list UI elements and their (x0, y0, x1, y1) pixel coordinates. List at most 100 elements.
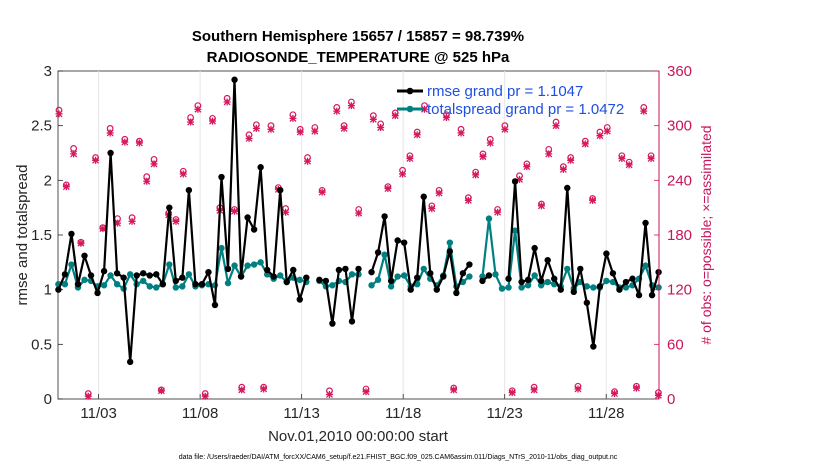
rmse-point (374, 249, 382, 256)
rmse-point (609, 270, 617, 277)
totalspread-point (277, 272, 284, 279)
rmse-point (133, 272, 140, 279)
obs-assimilated-point (611, 390, 619, 398)
obs-assimilated-point (362, 388, 370, 396)
obs-assimilated-point (179, 170, 187, 178)
rmse-point (113, 270, 121, 277)
rmse-point (257, 164, 264, 171)
obs-assimilated-point (537, 202, 545, 210)
obs-assimilated-point (574, 385, 582, 393)
y-axis-right-label: # of obs: o=possible; ×=assimilated (698, 125, 714, 344)
rmse-point (153, 271, 160, 278)
rmse-point (146, 272, 153, 279)
series-lines (55, 76, 662, 366)
totalspread-point (172, 284, 180, 291)
totalspread-point (544, 278, 551, 286)
rmse-point (577, 265, 584, 273)
legend-spread-marker (406, 105, 414, 113)
rmse-point (218, 173, 225, 181)
rmse-point (551, 275, 558, 282)
totalspread-point (642, 262, 649, 269)
y-right-tick-label: 120 (667, 282, 692, 299)
obs-assimilated-point (654, 391, 662, 399)
obs-assimilated-point (435, 189, 443, 197)
obs-assimilated-point (238, 386, 246, 394)
obs-assimilated-point (486, 139, 494, 147)
totalspread-point (537, 282, 545, 289)
totalspread-point (179, 283, 186, 290)
obs-assimilated-point (121, 138, 129, 146)
rmse-point (642, 219, 649, 227)
rmse-point (557, 286, 564, 293)
rmse-point (159, 281, 166, 288)
rmse-point (355, 265, 362, 273)
x-tick-label: 11/23 (486, 405, 522, 422)
totalspread-point (374, 276, 382, 284)
rmse-point (453, 289, 460, 297)
obs-assimilated-point (413, 131, 421, 139)
totalspread-point (498, 285, 506, 292)
rmse-point (570, 288, 577, 296)
rmse-point (544, 256, 551, 264)
rmse-point (381, 213, 388, 220)
rmse-point (185, 186, 193, 194)
totalspread-point (609, 278, 617, 286)
totalspread-point (381, 251, 388, 258)
x-tick-label: 11/28 (588, 405, 624, 422)
obs-assimilated-point (530, 386, 538, 394)
rmse-point (596, 283, 604, 290)
rmse-point (583, 299, 591, 306)
rmse-point (531, 244, 538, 252)
chart-subtitle: RADIOSONDE_TEMPERATURE @ 525 hPa (207, 49, 510, 66)
rmse-point (74, 281, 82, 288)
obs-assimilated-point (464, 196, 472, 204)
totalspread-point (518, 284, 525, 291)
obs-assimilated-point (516, 175, 524, 183)
totalspread-point (107, 272, 114, 279)
totalspread-point (387, 283, 395, 290)
totalspread-point (531, 272, 538, 279)
x-axis-label: Nov.01,2010 00:00:00 start (268, 428, 449, 445)
rmse-point (250, 226, 258, 233)
obs-assimilated-point (442, 113, 450, 121)
x-grid (98, 71, 607, 399)
y-tick-label: 1.5 (31, 227, 52, 244)
rmse-point (198, 281, 206, 288)
x-tick-label: 11/13 (283, 405, 319, 422)
chart-title: Southern Hemisphere 15657 / 15857 = 98.7… (192, 28, 524, 45)
x-tick-label: 11/03 (80, 405, 116, 422)
obs-assimilated-point (157, 387, 165, 395)
y-tick-label: 0 (44, 391, 52, 408)
rmse-point (414, 274, 421, 281)
obs-assimilated-point (201, 392, 209, 400)
obs-assimilated-point (304, 157, 312, 165)
obs-assimilated-point (325, 390, 333, 398)
obs-assimilated-point (99, 225, 107, 233)
y-axis-right: 0 60 120 180 240 300 360 (654, 63, 692, 408)
rmse-point (140, 270, 147, 277)
footnote: data file: /Users/raeder/DAI/ATM_forcXX/… (179, 454, 618, 461)
obs-assimilated-point (589, 196, 597, 204)
obs-assimilated-point (581, 140, 589, 148)
totalspread-point (100, 282, 108, 289)
rmse-point (420, 193, 427, 200)
obs-assimilated-point (647, 154, 655, 162)
totalspread-point (329, 282, 336, 289)
y-axis-label: rmse and totalspread (14, 165, 31, 306)
rmse-point (172, 277, 180, 285)
rmse-point (211, 301, 219, 309)
rmse-point (126, 358, 134, 366)
obs-assimilated-point (252, 124, 260, 132)
rmse-point (433, 286, 440, 293)
rmse-point (283, 278, 290, 286)
obs-assimilated-point (479, 153, 487, 161)
x-axis: 11/03 11/08 11/13 11/18 11/23 11/28 (80, 394, 624, 422)
rmse-point (68, 230, 75, 238)
totalspread-point (185, 271, 193, 278)
obs-assimilated-point (552, 122, 560, 130)
x-tick-label: 11/08 (182, 405, 218, 422)
rmse-point (485, 272, 493, 279)
rmse-point (400, 239, 408, 246)
legend-spread-label: totalspread grand pr = 1.0472 (427, 101, 624, 118)
